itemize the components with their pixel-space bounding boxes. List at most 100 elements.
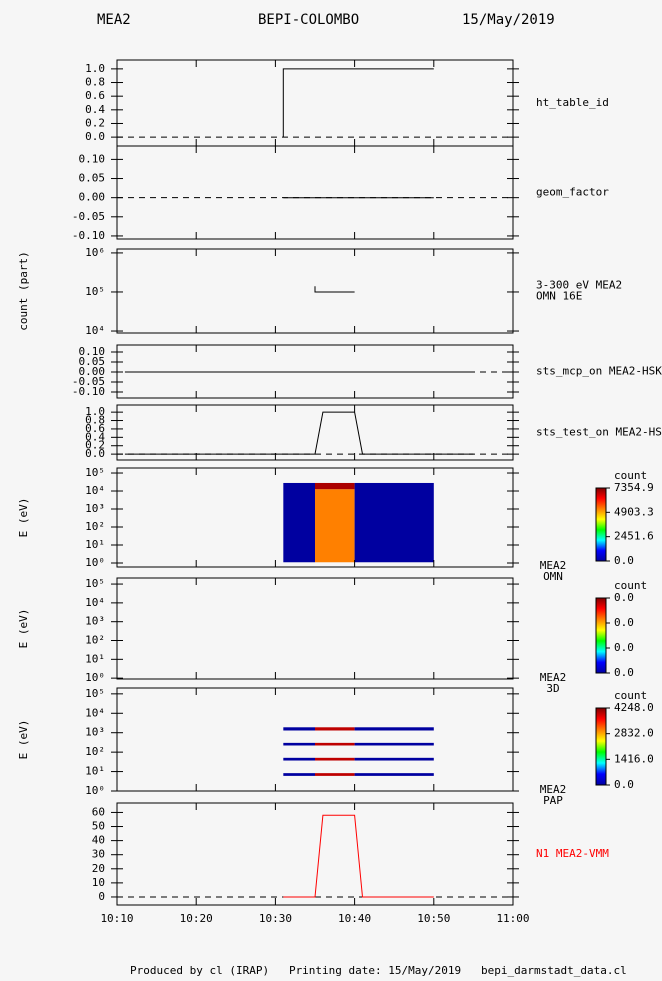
panel: 0.00.20.40.60.81.0 sts_test_on MEA2-HSK bbox=[85, 404, 662, 461]
colorbar-title: count bbox=[614, 469, 647, 482]
y-tick-label: 30 bbox=[92, 848, 105, 861]
colorbar-tick-label: 0.0 bbox=[614, 554, 634, 567]
y-tick-label: 0.00 bbox=[79, 365, 106, 378]
panel: -0.10 -0.05 0.00 0.05 0.10 geom_factor bbox=[72, 145, 609, 242]
data-line bbox=[314, 286, 355, 293]
colorbar-tick-label: 7354.9 bbox=[614, 481, 654, 494]
y-tick-label: 10⁴ bbox=[85, 596, 105, 609]
y-tick-label: 10⁵ bbox=[85, 466, 105, 479]
y-tick-label: 10⁴ bbox=[85, 484, 105, 497]
y-tick-label: 0.8 bbox=[85, 414, 105, 427]
y-tick-label: 0.8 bbox=[85, 76, 105, 89]
y-tick-label: 10⁴ bbox=[85, 324, 105, 337]
colorbar-tick-label: 0.0 bbox=[614, 666, 634, 679]
y-tick-label: 10³ bbox=[85, 502, 105, 515]
spectrogram-cell bbox=[315, 757, 355, 761]
panel-frame bbox=[116, 467, 514, 568]
data-line bbox=[283, 814, 434, 898]
panel-label: 3-300 eV MEA2 bbox=[536, 279, 622, 292]
panel: -0.10-0.050.000.050.10 sts_mcp_on MEA2-HS… bbox=[72, 344, 662, 399]
y-tick-label: 0.05 bbox=[79, 355, 106, 368]
y-tick-label: 0.2 bbox=[85, 116, 105, 129]
y-axis-label: count (part) bbox=[17, 251, 30, 330]
panel-label: MEA2 bbox=[540, 671, 567, 684]
spectrogram-cell bbox=[283, 757, 315, 761]
y-axis-label: E (eV) bbox=[17, 609, 30, 649]
panel-label: sts_test_on MEA2-HSK bbox=[536, 426, 662, 439]
data-line bbox=[124, 411, 474, 455]
colorbar-title: count bbox=[614, 579, 647, 592]
y-tick-label: 10² bbox=[85, 634, 105, 647]
panel-label: N1 MEA2-VMM bbox=[536, 847, 609, 860]
panel-frame bbox=[116, 802, 514, 906]
panel-label: PAP bbox=[543, 794, 563, 807]
y-tick-label: 0 bbox=[98, 890, 105, 903]
colorbar-title: count bbox=[614, 689, 647, 702]
spectrogram-cell bbox=[315, 773, 355, 776]
y-tick-label: 10⁰ bbox=[85, 671, 105, 684]
colorbar bbox=[595, 597, 607, 674]
x-tick-label: 10:40 bbox=[338, 912, 371, 925]
y-tick-label: 10² bbox=[85, 520, 105, 533]
panel-label: 3D bbox=[546, 682, 559, 695]
y-tick-label: 1.0 bbox=[85, 62, 105, 75]
panel-frame bbox=[116, 145, 514, 240]
panel: 0.00.20.40.60.81.0 ht_table_id bbox=[85, 59, 609, 147]
x-tick-label: 10:30 bbox=[259, 912, 292, 925]
y-tick-label: -0.05 bbox=[72, 210, 105, 223]
x-tick-label: 10:50 bbox=[417, 912, 450, 925]
colorbar-tick-label: 0.0 bbox=[614, 616, 634, 629]
y-tick-label: 10⁶ bbox=[85, 246, 105, 259]
spectrogram-cell bbox=[315, 489, 355, 563]
y-tick-label: 0.2 bbox=[85, 439, 105, 452]
y-tick-label: 10¹ bbox=[85, 652, 105, 665]
spectrogram-cell bbox=[283, 482, 315, 563]
y-tick-label: 0.00 bbox=[79, 191, 106, 204]
y-tick-label: 10⁵ bbox=[85, 577, 105, 590]
y-tick-label: 50 bbox=[92, 820, 105, 833]
colorbar bbox=[595, 707, 607, 786]
spectrogram-cell bbox=[283, 773, 315, 776]
panel-frame bbox=[116, 59, 514, 147]
y-tick-label: 0.10 bbox=[79, 345, 106, 358]
x-tick-label: 10:10 bbox=[100, 912, 133, 925]
panel-frame bbox=[116, 404, 514, 461]
panel-label: MEA2 bbox=[540, 559, 567, 572]
y-tick-label: 1.0 bbox=[85, 405, 105, 418]
y-tick-label: 10⁵ bbox=[85, 687, 105, 700]
x-tick-label: 10:20 bbox=[180, 912, 213, 925]
y-tick-label: 10⁵ bbox=[85, 285, 105, 298]
y-tick-label: 10⁰ bbox=[85, 784, 105, 797]
y-tick-label: 60 bbox=[92, 805, 105, 818]
spectrogram-cell bbox=[283, 727, 315, 731]
y-tick-label: 0.10 bbox=[79, 152, 106, 165]
spectrogram-cell bbox=[354, 773, 434, 776]
x-tick-label: 11:00 bbox=[496, 912, 529, 925]
panel-label: sts_mcp_on MEA2-HSK bbox=[536, 365, 662, 378]
y-tick-label: 0.4 bbox=[85, 430, 105, 443]
y-tick-label: -0.05 bbox=[72, 375, 105, 388]
y-axis-label: E (eV) bbox=[17, 498, 30, 538]
colorbar-tick-label: 1416.0 bbox=[614, 752, 654, 765]
y-tick-label: 10⁰ bbox=[85, 556, 105, 569]
colorbar bbox=[595, 487, 607, 562]
panel-label: OMN 16E bbox=[536, 290, 582, 303]
panel-label: geom_factor bbox=[536, 186, 609, 199]
panel-frame bbox=[116, 687, 514, 792]
panel-label: ht_table_id bbox=[536, 96, 609, 109]
mission: BEPI-COLOMBO bbox=[258, 12, 359, 28]
spectrogram-cell bbox=[354, 757, 434, 761]
y-tick-label: 40 bbox=[92, 834, 105, 847]
panel-frame bbox=[116, 248, 514, 334]
panel-label: MEA2 bbox=[540, 783, 567, 796]
y-tick-label: 10² bbox=[85, 745, 105, 758]
date: 15/May/2019 bbox=[462, 12, 555, 28]
panel-frame bbox=[116, 577, 514, 680]
y-tick-label: 10¹ bbox=[85, 538, 105, 551]
y-tick-label: 0.6 bbox=[85, 422, 105, 435]
y-tick-label: 20 bbox=[92, 862, 105, 875]
